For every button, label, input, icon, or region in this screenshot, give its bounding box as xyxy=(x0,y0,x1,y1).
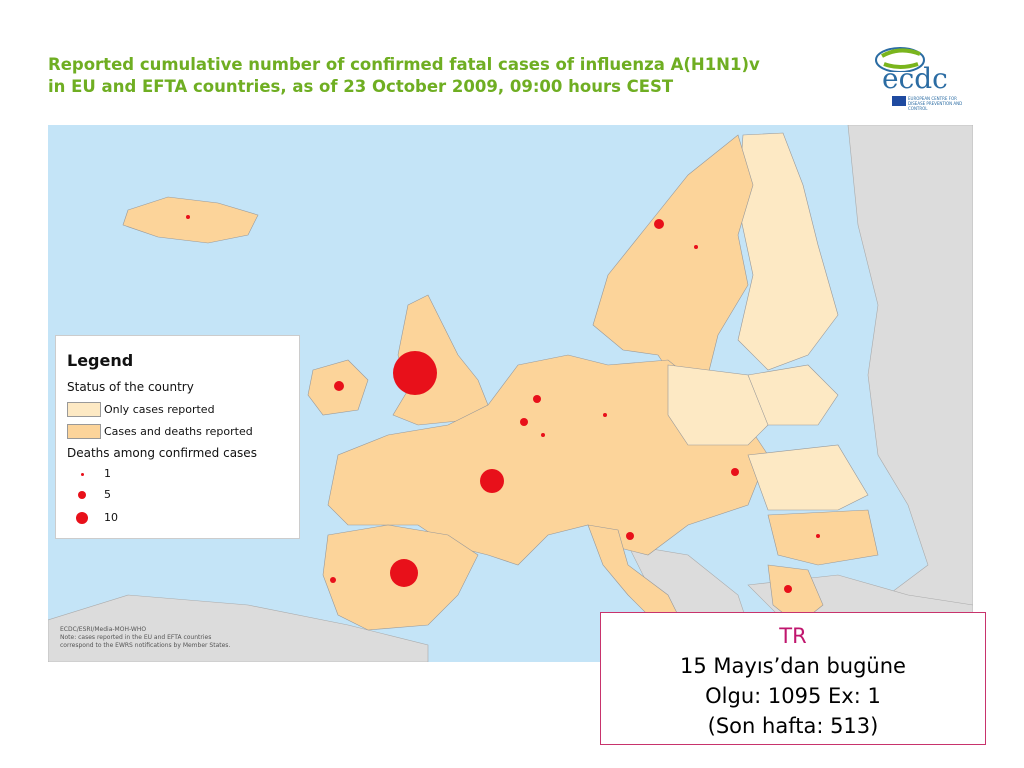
credits: ECDC/ESRI/Media-MOH-WHO Note: cases repo… xyxy=(60,626,230,650)
credit-line: Note: cases reported in the EU and EFTA … xyxy=(60,634,212,641)
legend-dot xyxy=(78,491,86,499)
legend-swatch xyxy=(67,402,101,417)
legend-swatch xyxy=(67,424,101,439)
legend-item: Cases and deaths reported xyxy=(104,425,253,438)
callout-line: 15 Mayıs’dan bugüne xyxy=(680,654,906,678)
title-line: Reported cumulative number of confirmed … xyxy=(48,55,760,74)
legend-item: 1 xyxy=(104,467,111,480)
logo-word: ecdc xyxy=(882,62,948,95)
title-line: in EU and EFTA countries, as of 23 Octob… xyxy=(48,77,674,96)
callout-line: Olgu: 1095 Ex: 1 xyxy=(705,684,881,708)
legend-item: 5 xyxy=(104,488,111,501)
logo-subtitle: EUROPEAN CENTRE FOR DISEASE PREVENTION A… xyxy=(908,96,963,111)
legend-heading: Deaths among confirmed cases xyxy=(67,446,257,460)
credit-line: correspond to the EWRS notifications by … xyxy=(60,642,231,649)
title: Reported cumulative number of confirmed … xyxy=(48,54,760,98)
callout-line: TR xyxy=(779,624,807,648)
callout: TR 15 Mayıs’dan bugüne Olgu: 1095 Ex: 1 … xyxy=(600,612,986,745)
legend-item: Only cases reported xyxy=(104,403,215,416)
logo-globe xyxy=(875,47,925,72)
legend-title: Legend xyxy=(67,351,134,370)
eu-flag xyxy=(892,96,906,106)
map xyxy=(48,125,973,662)
legend: Legend Status of the country Only cases … xyxy=(55,335,300,539)
legend-dot xyxy=(76,512,88,524)
callout-line: (Son hafta: 513) xyxy=(707,714,879,738)
credit-line: ECDC/ESRI/Media-MOH-WHO xyxy=(60,626,147,633)
legend-dot xyxy=(81,473,84,476)
logo: ecdc EUROPEAN CENTRE FOR DISEASE PREVENT… xyxy=(870,42,970,114)
legend-heading: Status of the country xyxy=(67,380,194,394)
legend-item: 10 xyxy=(104,511,118,524)
